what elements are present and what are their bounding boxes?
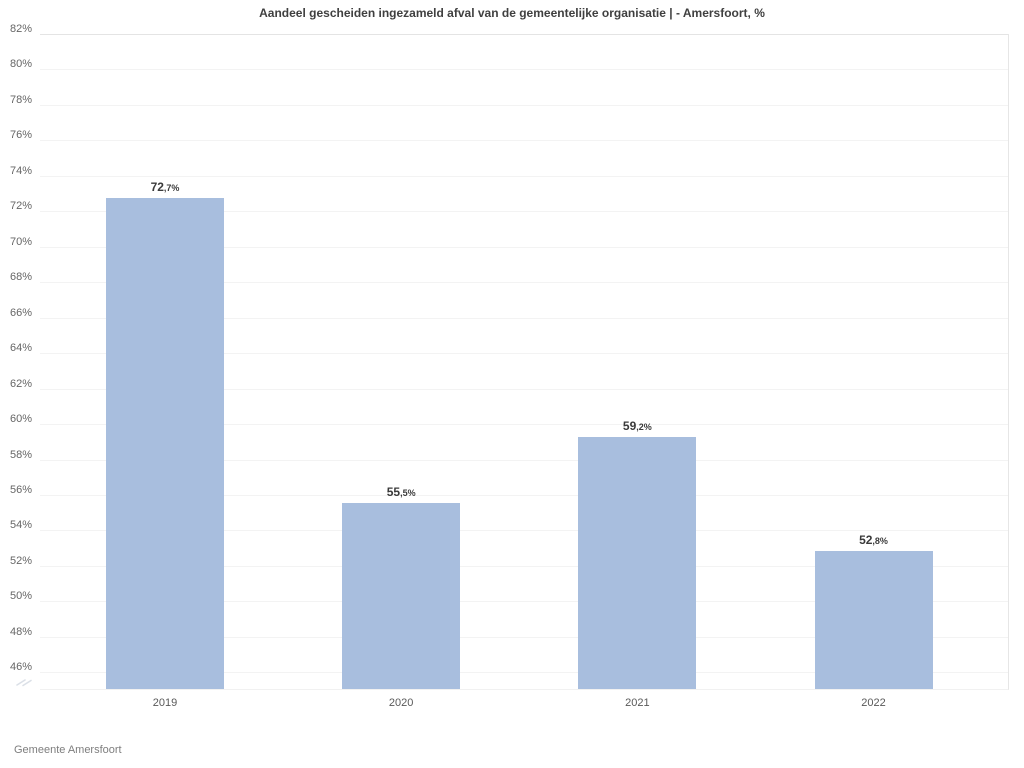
bar-value-label: 72,7% xyxy=(151,181,180,194)
y-axis-tick-label: 80% xyxy=(10,58,33,71)
gridline xyxy=(40,211,1008,213)
y-axis-tick-label: 62% xyxy=(10,377,33,390)
gridline xyxy=(40,672,1008,674)
y-axis-tick-label: 66% xyxy=(10,306,33,319)
y-axis-tick-label: 52% xyxy=(10,554,33,567)
bar-value-frac: ,2% xyxy=(636,422,652,433)
gridline xyxy=(40,246,1008,248)
bar-value-int: 59 xyxy=(622,419,637,434)
x-axis-tick-label: 2021 xyxy=(625,697,650,709)
gridline xyxy=(40,636,1008,638)
y-axis-tick-label: 64% xyxy=(10,342,33,355)
plot-area: 46% 48% 50% 52% 54% 56% 58% 60% 62% 64% 66% 68% 70% 7… xyxy=(10,23,1009,709)
gridline xyxy=(40,282,1008,284)
gridline xyxy=(40,530,1008,532)
y-axis-tick-label: 54% xyxy=(10,519,33,532)
bar-value-label: 55,5% xyxy=(387,486,416,499)
y-axis-tick-label: 46% xyxy=(10,661,33,674)
x-axis-tick-label: 2022 xyxy=(861,697,886,709)
y-axis-tick-label: 60% xyxy=(10,413,33,426)
y-axis-tick-label: 78% xyxy=(10,93,33,106)
gridline xyxy=(40,494,1008,496)
bar-value-frac: ,7% xyxy=(163,182,180,193)
y-axis-tick-label: 50% xyxy=(10,590,33,603)
bar-value-int: 55 xyxy=(386,484,401,499)
gridline xyxy=(40,353,1008,355)
y-axis-tick-label: 72% xyxy=(10,200,33,213)
bar-value-label: 59,2% xyxy=(623,420,652,433)
gridline xyxy=(40,104,1008,106)
bar-2021[interactable] xyxy=(578,437,697,689)
gridline xyxy=(40,140,1008,142)
gridline xyxy=(40,424,1008,426)
x-axis-tick-label: 2020 xyxy=(388,697,414,709)
bar-value-label: 52,8% xyxy=(859,534,888,547)
gridline xyxy=(40,175,1008,177)
gridline xyxy=(40,388,1008,390)
bar-value-frac: ,5% xyxy=(400,487,416,498)
x-axis-tick-label: 2019 xyxy=(152,697,178,709)
bar-value-frac: ,8% xyxy=(872,535,888,546)
bar-2019[interactable] xyxy=(106,197,224,689)
y-axis-tick-label: 76% xyxy=(10,129,33,142)
bar-2020[interactable] xyxy=(342,502,461,689)
y-axis-tick-label: 74% xyxy=(10,164,33,177)
y-axis-tick-label: 70% xyxy=(10,235,33,248)
gridline xyxy=(40,459,1008,461)
gridline xyxy=(40,565,1008,567)
gridline xyxy=(40,317,1008,319)
chart-title: Aandeel gescheiden ingezameld afval van … xyxy=(259,6,765,20)
y-axis-tick-label: 56% xyxy=(10,483,33,496)
gridline xyxy=(40,601,1008,603)
y-axis-tick-label: 68% xyxy=(10,271,33,284)
axis-break-icon xyxy=(16,679,32,687)
y-axis-tick-label: 58% xyxy=(10,448,33,461)
source-label: Gemeente Amersfoort xyxy=(14,744,122,756)
gridline xyxy=(40,69,1008,71)
y-axis-tick-label: 48% xyxy=(10,625,33,638)
bar-value-int: 72 xyxy=(150,179,164,194)
y-axis-tick-label: 82% xyxy=(10,22,33,35)
bar-2022[interactable] xyxy=(814,550,933,689)
gridline xyxy=(40,34,1008,35)
bar-value-int: 52 xyxy=(859,532,873,547)
